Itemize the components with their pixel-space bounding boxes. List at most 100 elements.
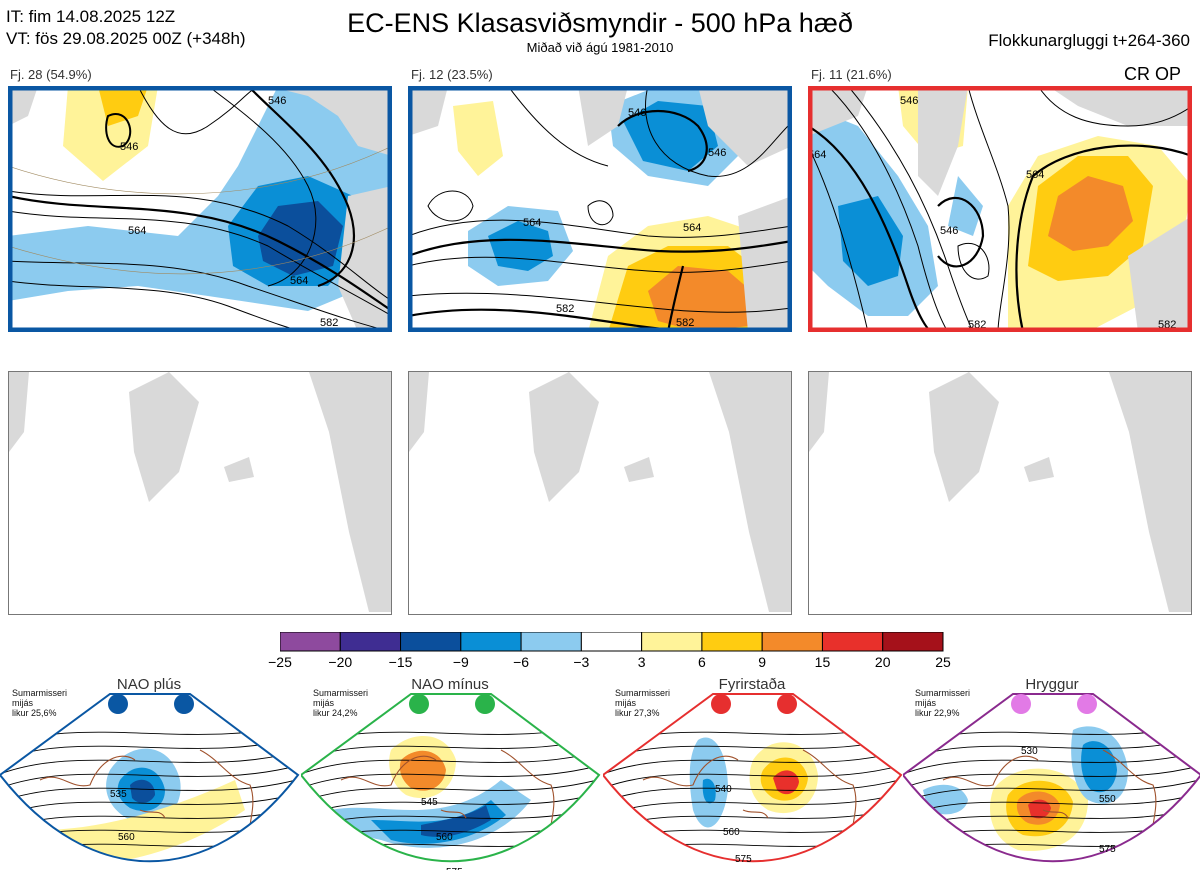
regime-anomaly xyxy=(1013,866,1048,870)
height-contour xyxy=(0,775,298,807)
contour-label: 564 xyxy=(290,275,308,287)
regime-title: Hryggur xyxy=(1025,676,1079,693)
height-contour xyxy=(301,775,599,807)
regime-note-line: mijás xyxy=(615,698,637,708)
svg-text:564: 564 xyxy=(683,222,701,234)
europe-land xyxy=(338,186,392,332)
regime-dot xyxy=(1011,694,1031,714)
cluster-map-3: 564 564 546 546 582 582 xyxy=(808,86,1192,332)
height-contour xyxy=(903,761,1200,793)
regime-contour-label: 545 xyxy=(421,797,438,808)
svg-text:582: 582 xyxy=(676,317,694,329)
regime-dot xyxy=(409,694,429,714)
regime-frame xyxy=(903,693,1200,863)
regime-note-line: mijás xyxy=(12,698,34,708)
empty-map-1 xyxy=(8,371,392,615)
regime-note-line: likur 27,3% xyxy=(615,708,660,718)
height-contour xyxy=(603,775,901,807)
regime-map: 535 560 xyxy=(0,693,300,863)
cluster-label-2: Fj. 12 (23.5%) xyxy=(411,67,493,82)
regime-note-line: mijás xyxy=(313,698,335,708)
regime-note: Sumarmisseri mijás likur 25,6% xyxy=(12,688,67,718)
colorbar-tick-label: 25 xyxy=(935,654,951,670)
regime-contour-label: 560 xyxy=(723,827,740,838)
regime-anomaly xyxy=(1028,799,1051,819)
svg-text:564: 564 xyxy=(1026,169,1044,181)
svg-text:564: 564 xyxy=(808,149,826,161)
regime-note-line: Sumarmisseri xyxy=(615,688,671,698)
regime-contour-label: 575 xyxy=(1099,844,1116,855)
regime-note: Sumarmisseri mijás likur 27,3% xyxy=(615,688,670,718)
regime-map: 530 550 575 xyxy=(903,693,1200,870)
regime-contour-label: 540 xyxy=(715,784,732,795)
cluster-label-1: Fj. 28 (54.9%) xyxy=(10,67,92,82)
svg-text:546: 546 xyxy=(628,107,646,119)
regime-dot xyxy=(711,694,731,714)
cluster-map-2: 564 564 546 546 582 582 xyxy=(408,86,792,332)
chart-title: EC-ENS Klasasviðsmyndir - 500 hPa hæð xyxy=(347,8,853,38)
regime-anomaly xyxy=(40,780,245,862)
regime-note: Sumarmisseri mijás likur 22,9% xyxy=(915,688,970,718)
regime-frame xyxy=(301,693,601,863)
classification-window: Flokkunargluggi t+264-360 xyxy=(988,31,1190,50)
height-contour xyxy=(903,747,1200,779)
regime-contour-label: 560 xyxy=(118,832,135,843)
colorbar-tick-label: 3 xyxy=(637,654,646,670)
anomaly-positive-strong xyxy=(98,86,148,126)
regime-title: NAO mínus xyxy=(411,676,489,693)
svg-text:564: 564 xyxy=(523,217,541,229)
height-contour xyxy=(301,761,599,793)
regime-anomaly xyxy=(923,784,968,815)
colorbar-tick-label: −25 xyxy=(268,654,292,670)
colorbar xyxy=(280,632,944,652)
colorbar-tick-label: −9 xyxy=(452,654,469,670)
regime-note-line: Sumarmisseri xyxy=(313,688,369,698)
height-contour xyxy=(903,775,1200,807)
regime-map: 540 560 575 xyxy=(603,693,903,865)
regime-dot xyxy=(777,694,797,714)
regime-contour-label: 575 xyxy=(735,854,752,865)
colorbar-bin xyxy=(580,632,643,652)
colorbar-bin xyxy=(400,632,462,652)
regime-anomaly xyxy=(421,805,491,837)
cluster-label-3: Fj. 11 (21.6%) xyxy=(811,67,892,82)
regime-contour-label: 530 xyxy=(1021,746,1038,757)
contour-label: 564 xyxy=(128,225,146,237)
empty-map-2 xyxy=(408,371,792,615)
greenland-land xyxy=(268,86,392,156)
cluster-map-1: 564 564 546 546 582 xyxy=(8,86,392,332)
regime-frame xyxy=(0,693,300,863)
regime-note-line: likur 24,2% xyxy=(313,708,358,718)
height-contour xyxy=(0,747,298,779)
colorbar-bin xyxy=(821,632,884,652)
svg-text:546: 546 xyxy=(940,225,958,237)
regime-anomaly xyxy=(1081,741,1117,793)
regime-note-line: Sumarmisseri xyxy=(915,688,971,698)
colorbar-bin xyxy=(339,632,402,652)
regime-map: 545 560 575 xyxy=(301,693,601,870)
colorbar-bin xyxy=(761,632,823,652)
regime-dot xyxy=(475,694,495,714)
regime-anomaly xyxy=(702,778,716,804)
svg-text:546: 546 xyxy=(708,147,726,159)
regime-frame xyxy=(603,693,903,863)
colorbar-tick-label: 15 xyxy=(814,654,831,670)
regime-note-line: mijás xyxy=(915,698,937,708)
contour-label: 546 xyxy=(120,141,138,153)
regime-title: Fyrirstaða xyxy=(718,676,786,693)
colorbar-bin xyxy=(882,632,944,652)
height-contour xyxy=(0,761,298,793)
contour-label: 546 xyxy=(268,95,286,107)
colorbar-tick-label: 9 xyxy=(758,654,767,670)
colorbar-bin xyxy=(641,632,703,652)
regime-dot xyxy=(1077,694,1097,714)
height-contour xyxy=(301,747,599,779)
colorbar-tick-label: 6 xyxy=(698,654,706,670)
regime-contour-label: 560 xyxy=(436,832,453,843)
canada-land xyxy=(8,86,38,126)
svg-text:546: 546 xyxy=(900,95,918,107)
colorbar-tick-label: 20 xyxy=(874,654,891,670)
regime-contour-label: 550 xyxy=(1099,794,1116,805)
regime-contour-label: 575 xyxy=(446,867,463,870)
colorbar-tick-label: −20 xyxy=(328,654,353,670)
